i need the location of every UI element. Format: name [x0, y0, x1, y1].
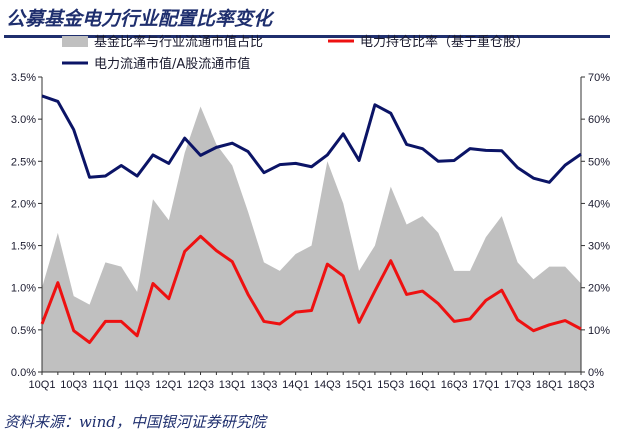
x-tick-label: 12Q1	[155, 379, 182, 391]
left-tick-label: 2.5%	[11, 156, 36, 168]
line-series-group	[40, 94, 582, 344]
left-tick-label: 1.0%	[11, 283, 36, 295]
x-tick-label: 11Q1	[92, 379, 118, 391]
right-tick-label: 0%	[588, 367, 604, 379]
x-tick-label: 14Q1	[282, 379, 309, 391]
right-tick-label: 30%	[588, 241, 610, 253]
x-tick-label: 18Q1	[536, 379, 563, 391]
x-tick-label: 16Q1	[409, 379, 436, 391]
source-note: 资料来源：wind，中国银河证券研究院	[4, 413, 266, 431]
right-tick-label: 70%	[588, 72, 610, 84]
chart-title: 公募基金电力行业配置比率变化	[6, 8, 273, 30]
x-tick-label: 13Q3	[250, 379, 277, 391]
x-tick-label: 17Q3	[504, 379, 531, 391]
right-tick-label: 10%	[588, 325, 610, 337]
x-tick-label: 16Q3	[441, 379, 468, 391]
x-tick-label: 17Q1	[472, 379, 499, 391]
left-tick-label: 2.0%	[11, 198, 36, 210]
x-tick-label: 10Q1	[29, 379, 56, 391]
legend-label: 电力持仓比率（基于重仓股）	[360, 34, 529, 50]
x-tick-label: 15Q1	[346, 379, 373, 391]
x-tick-label: 15Q3	[377, 379, 404, 391]
legend: 基金比率与行业流通市值占比 电力持仓比率（基于重仓股） 电力流通市值/A股流通市值	[62, 34, 529, 72]
right-tick-label: 40%	[588, 198, 610, 210]
x-tick-label: 13Q1	[219, 379, 246, 391]
right-tick-label: 60%	[588, 114, 610, 126]
line-series-1	[40, 234, 582, 344]
legend-swatch	[62, 36, 88, 47]
left-tick-label: 0.0%	[11, 367, 36, 379]
right-tick-label: 50%	[588, 156, 610, 168]
legend-label: 基金比率与行业流通市值占比	[94, 34, 263, 50]
x-tick-label: 14Q3	[314, 379, 341, 391]
area-series-group	[42, 106, 581, 372]
right-tick-label: 20%	[588, 283, 610, 295]
line-series-2	[41, 94, 582, 184]
x-tick-label: 10Q3	[60, 379, 87, 391]
area-series-0	[42, 106, 581, 372]
left-tick-label: 3.5%	[11, 72, 36, 84]
left-tick-label: 3.0%	[11, 114, 36, 126]
x-tick-label: 11Q3	[124, 379, 150, 391]
legend-label: 电力流通市值/A股流通市值	[94, 56, 250, 72]
left-tick-label: 0.5%	[11, 325, 36, 337]
left-tick-label: 1.5%	[11, 241, 36, 253]
x-tick-label: 18Q3	[568, 379, 595, 391]
tick-labels-group: 0.0% 0.5% 1.0% 1.5% 2.0% 2.5% 3.0% 3.5% 0% 10% 20%…	[11, 72, 610, 391]
axes-group	[38, 76, 585, 375]
title-underline	[4, 35, 610, 38]
x-tick-label: 12Q3	[187, 379, 214, 391]
